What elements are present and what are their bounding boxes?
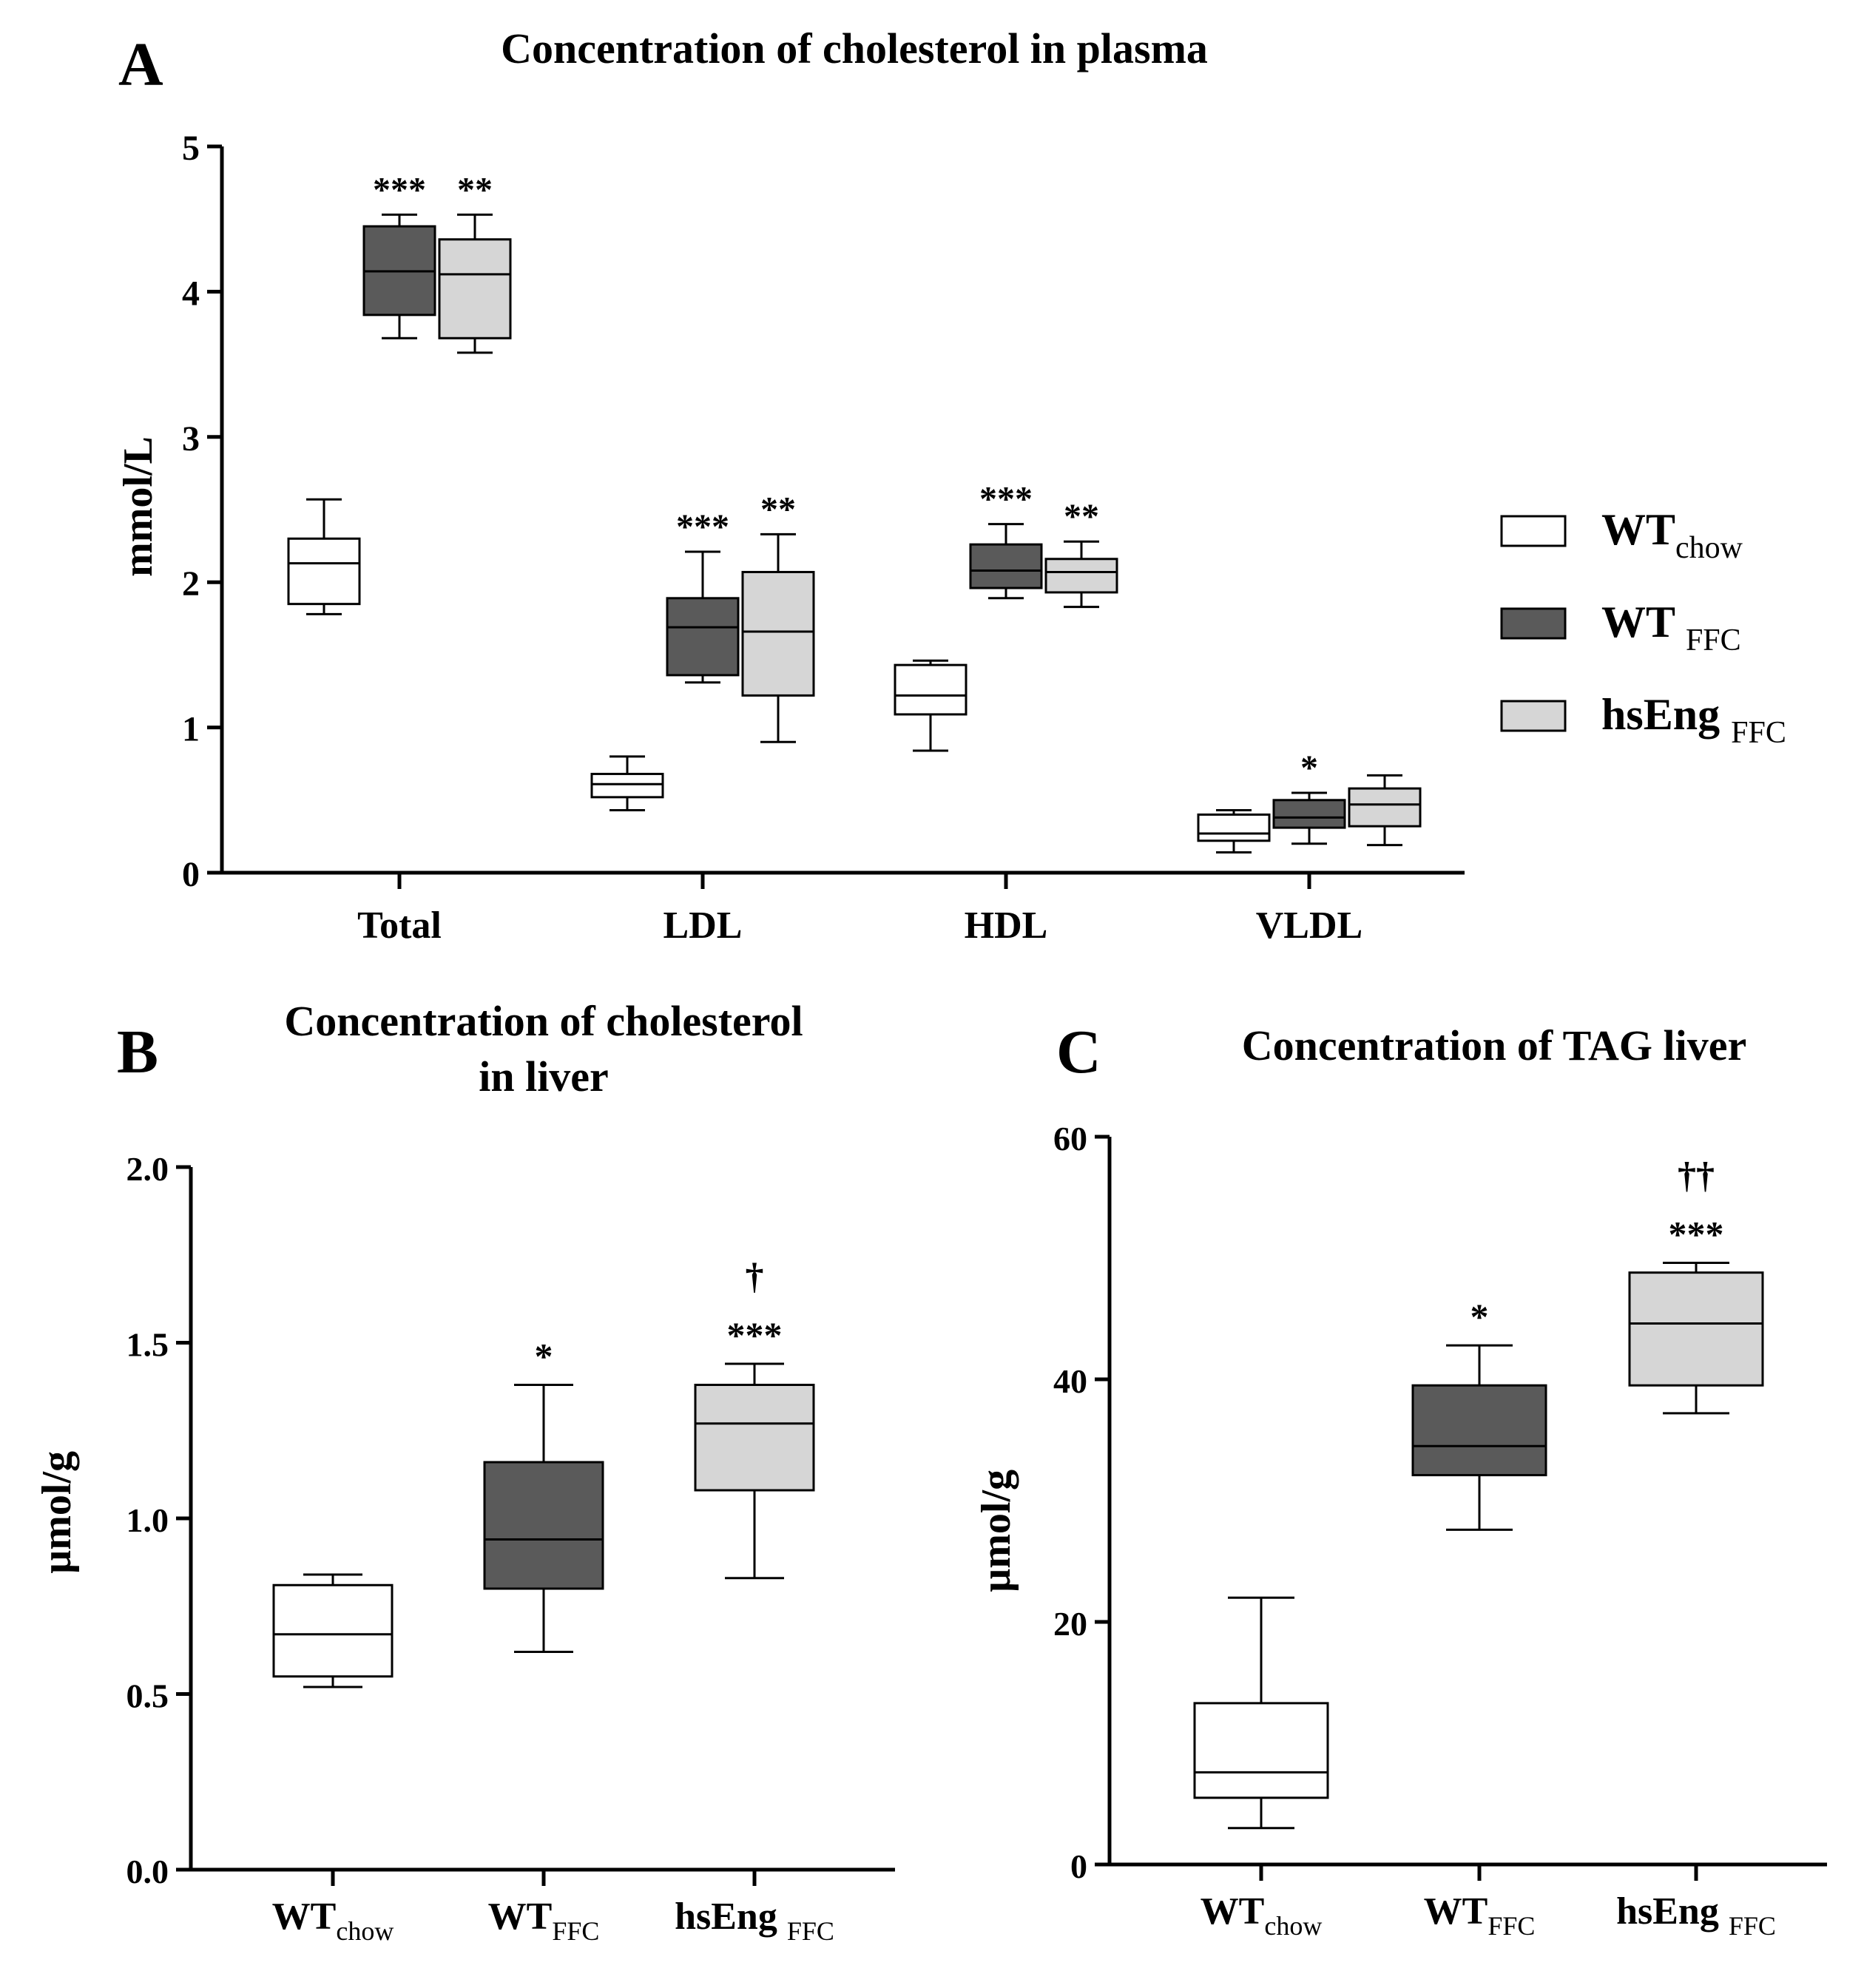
panel-b-y-tick-label: 0.5 [126,1677,169,1715]
panel-a-hdl-series1-box [969,543,1043,589]
panel-c-y-tick-label: 0 [1070,1847,1087,1885]
legend-label: WTchow [1601,505,1743,565]
panel-a-significance-label: *** [979,480,1033,519]
panel-b-box-2-box [694,1384,815,1492]
panel-b-x-tick-label: WTchow [272,1896,394,1946]
panel-c-significance-label: *** [1669,1214,1724,1255]
panel-b-box-1-box [483,1461,604,1590]
panel-c-box-1-box [1411,1384,1547,1477]
panel-c-ylabel: µmol/g [973,1470,1019,1592]
panel-c-y-tick-label: 40 [1053,1362,1087,1400]
panel-b-significance-label: † [746,1255,764,1296]
panel-c-y-tick-label: 20 [1053,1605,1087,1643]
panel-b-y-tick-label: 1.5 [126,1326,169,1364]
legend: WTchow WT FFC hsEng FFC [1500,505,1786,750]
panel-c-title: Concentration of TAG liver [1242,1021,1747,1069]
legend-swatch [1500,515,1567,547]
panel-a-total-series0-box [287,537,361,606]
panel-a-x-tick-label: Total [357,905,442,947]
panel-c-x-tick-label: WTFFC [1424,1890,1536,1941]
panel-a-vldl-series1-box [1272,799,1346,829]
panel-a-significance-label: * [1300,748,1318,788]
panel-b-title-line2: in liver [479,1052,609,1100]
panel-b-y-tick-label: 0.0 [126,1853,169,1890]
panel-a-significance-label: ** [760,490,796,529]
panel-a-significance-label: *** [676,507,729,547]
panel-c-significance-label: †† [1678,1154,1715,1196]
panel-b-x-tick-label: hsEng FFC [675,1896,834,1946]
panel-a-ldl-series2-box [741,570,815,697]
panel-b-x-tick-label: WTFFC [488,1896,600,1946]
panel-letter-c: C [1056,1018,1101,1086]
panel-c-plot: 0 20 40 60 WTchow WTFFC * hsEng FFC *** †† [1053,1120,1827,1941]
panel-a-x-tick-label: LDL [663,905,743,947]
panel-b-ylabel: µmol/g [34,1451,80,1574]
panel-letter-a: A [118,30,163,99]
panel-a-x-tick-label: VLDL [1256,905,1362,947]
panel-a-x-tick-label: HDL [965,905,1048,947]
legend-swatch [1500,607,1567,640]
panel-b-plot: 0.0 0.5 1.0 1.5 2.0 WTchow WTFFC * hsEng FFC *** † [126,1150,895,1946]
panel-c-box-0-box [1193,1702,1329,1799]
panel-a-y-tick-label: 1 [182,710,200,749]
panel-a-hdl-series2-box [1044,558,1118,594]
panel-a-y-tick-label: 5 [182,129,200,168]
panel-a-total-series2-box [438,238,512,339]
panel-a-ldl-series1-box [666,597,740,677]
panel-b-significance-label: *** [727,1314,783,1356]
panel-a-significance-label: *** [373,170,426,209]
panel-a-y-tick-label: 3 [182,419,200,459]
panel-c-box-2-box [1628,1271,1764,1387]
panel-c-significance-label: * [1470,1296,1489,1337]
legend-label: WT FFC [1601,598,1741,657]
panel-a-significance-label: ** [1064,497,1099,536]
panel-a-y-tick-label: 4 [182,274,200,313]
legend-swatch [1500,700,1567,732]
panel-a-y-tick-label: 2 [182,564,200,604]
panel-a-vldl-series2-box [1348,787,1422,828]
panel-a-vldl-series0-box [1197,813,1271,842]
panel-b-y-tick-label: 1.0 [126,1501,169,1539]
panel-a-hdl-series0-box [894,663,968,716]
panel-a-ylabel: mmol/L [115,436,161,577]
panel-letter-b: B [117,1018,158,1086]
panel-b-box-0-box [272,1583,394,1678]
panel-a-significance-label: ** [457,170,493,209]
panel-b-significance-label: * [535,1336,553,1377]
panel-b-title-line1: Concentration of cholesterol [284,997,803,1045]
panel-a-y-tick-label: 0 [182,855,200,894]
panel-c-y-tick-label: 60 [1053,1120,1087,1157]
panel-c-x-tick-label: hsEng FFC [1616,1890,1776,1941]
panel-a-ldl-series0-box [590,772,664,799]
panel-a-title: Concentration of cholesterol in plasma [501,24,1208,72]
legend-label: hsEng FFC [1601,690,1786,750]
panel-c-x-tick-label: WTchow [1201,1890,1323,1941]
panel-b-y-tick-label: 2.0 [126,1150,169,1188]
